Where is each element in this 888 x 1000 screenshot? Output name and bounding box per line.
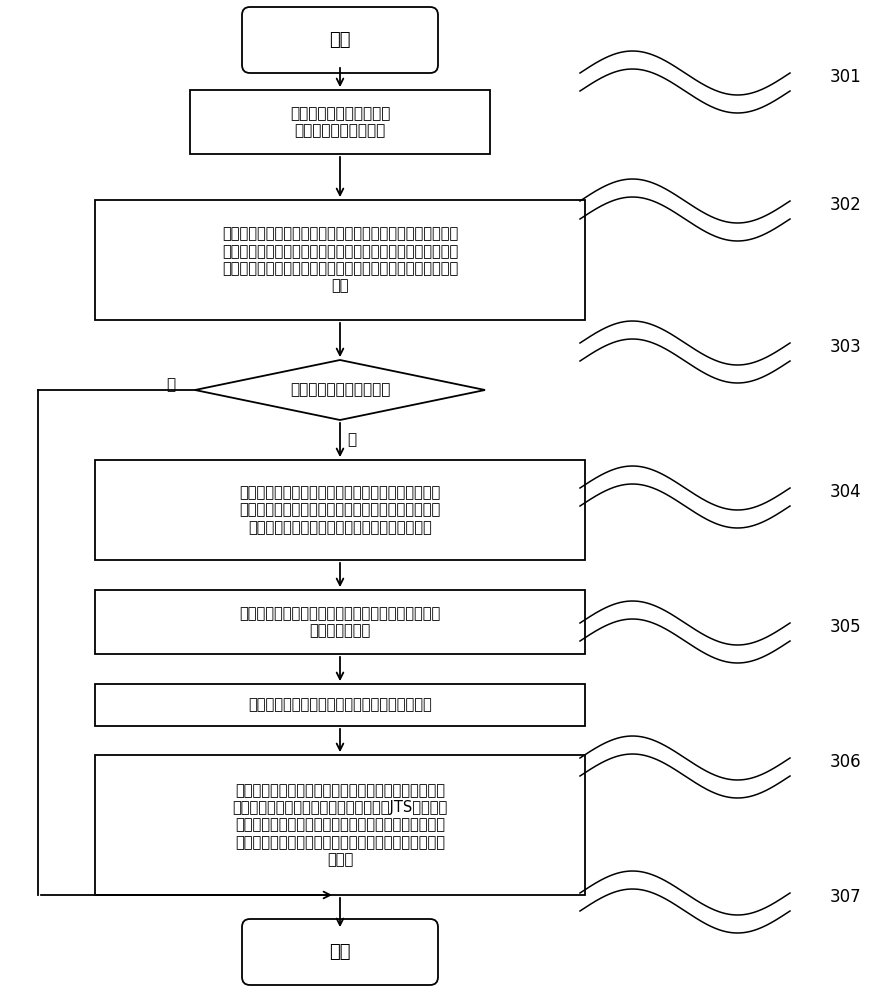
Text: 307: 307 (830, 888, 861, 906)
Text: 若有搜索到，按照道路唯一标识，将查询到的道路点
位进行分组，同时去除在在以聚类点为中心点，聚类
半径为半径的圆外，其外切正方形中的点位数据: 若有搜索到，按照道路唯一标识，将查询到的道路点 位进行分组，同时去除在在以聚类点… (240, 485, 440, 535)
Text: 302: 302 (830, 196, 861, 214)
Text: 301: 301 (830, 68, 861, 86)
Bar (95, 755, 585, 895)
Text: 是: 是 (347, 432, 357, 447)
Polygon shape (195, 360, 485, 420)
Text: 判断是否查询到道路点位: 判断是否查询到道路点位 (289, 382, 390, 397)
Text: 以聚类中心点为中心，道路与聚类中心点的最短距离为
半径，产生的园，与上一步产生的线通过JTS中相交算
法产生相交点。若只有一个相交点，则取该相交点用于
后续计算: 以聚类中心点为中心，道路与聚类中心点的最短距离为 半径，产生的园，与上一步产生的… (233, 783, 448, 867)
Text: 303: 303 (830, 338, 861, 356)
Text: 开始遍历道路列表，将道路上的点连接成一条线: 开始遍历道路列表，将道路上的点连接成一条线 (248, 698, 432, 712)
Text: 开始: 开始 (329, 31, 351, 49)
FancyBboxPatch shape (242, 7, 438, 73)
Text: 否: 否 (166, 377, 175, 392)
Text: 计算出聚类点到道路的距离，并按照距离从短到长，
把道路进行排序: 计算出聚类点到道路的距离，并按照距离从短到长， 把道路进行排序 (240, 606, 440, 638)
Bar (95, 200, 585, 320)
Bar (95, 684, 585, 726)
Text: 305: 305 (830, 618, 861, 636)
Text: 遍历聚类点，根据聚类点的经纬度以及聚类半径，通过计算公
式得出一个以聚类点为中心点，聚类半径为半径的圆的外切正
方形区域。已方形区域为条件，去查询方形区域内的道: 遍历聚类点，根据聚类点的经纬度以及聚类半径，通过计算公 式得出一个以聚类点为中心… (222, 226, 458, 294)
Bar (95, 590, 585, 654)
Bar (95, 460, 585, 560)
FancyBboxPatch shape (242, 919, 438, 985)
Text: 结束: 结束 (329, 943, 351, 961)
Text: 查询时间范围内的平均案
件数量大于阈值的聚类: 查询时间范围内的平均案 件数量大于阈值的聚类 (289, 106, 390, 138)
Bar (190, 90, 490, 154)
Text: 306: 306 (830, 753, 861, 771)
Text: 304: 304 (830, 483, 861, 501)
